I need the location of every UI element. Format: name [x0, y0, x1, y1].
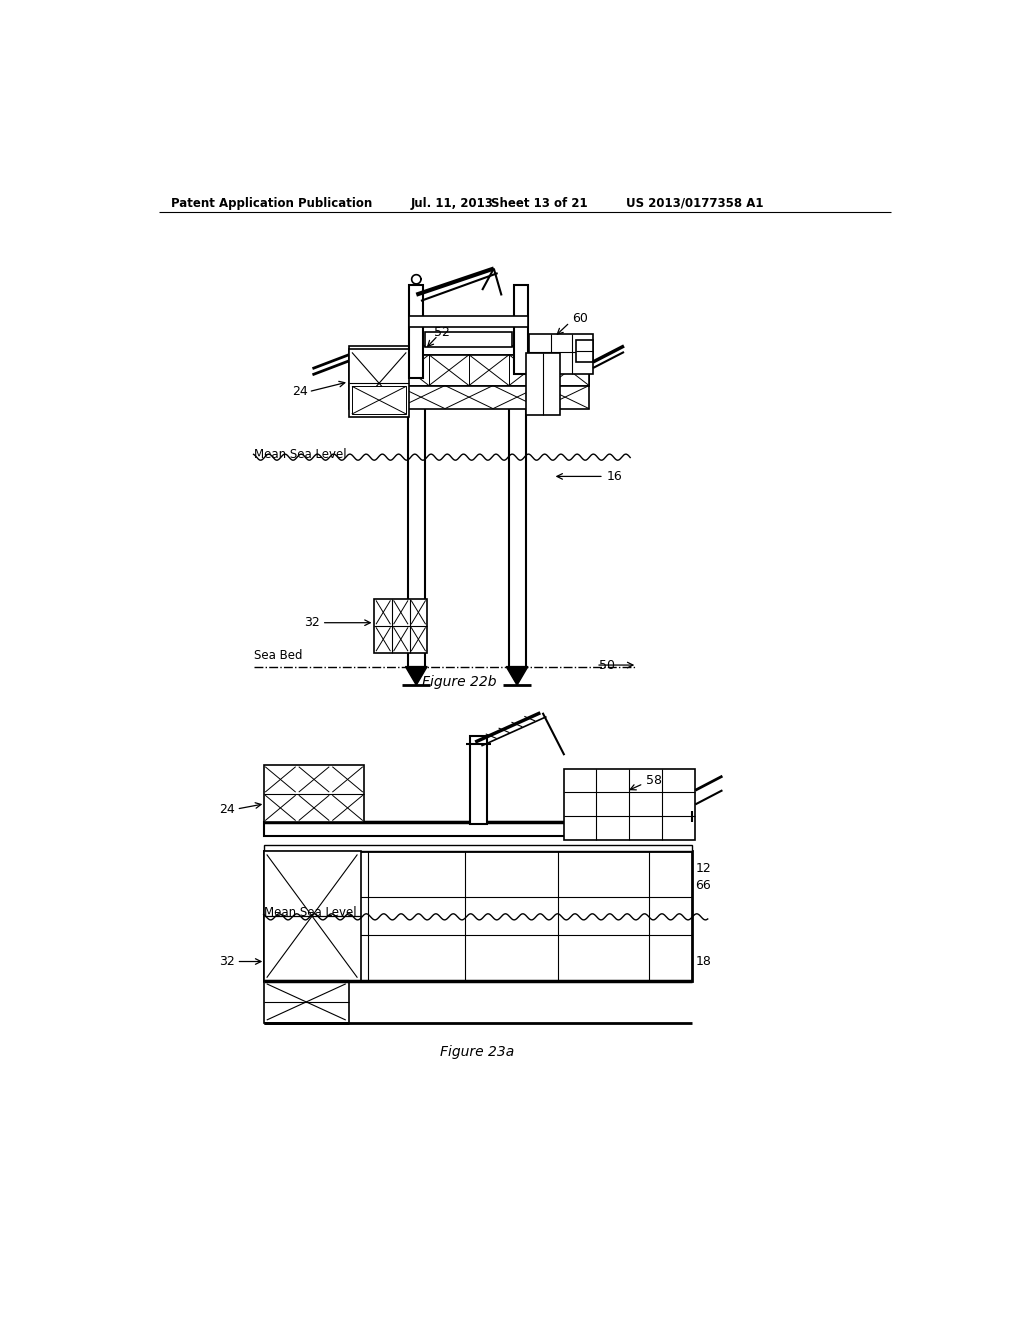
Bar — [425, 331, 512, 347]
Text: Figure 23a: Figure 23a — [439, 1044, 514, 1059]
Bar — [529, 334, 593, 374]
Bar — [263, 981, 349, 1023]
Bar — [575, 341, 593, 362]
Bar — [563, 770, 695, 840]
Text: Jul. 11, 2013: Jul. 11, 2013 — [411, 197, 494, 210]
Text: Figure 22b: Figure 22b — [422, 675, 497, 689]
Text: 24: 24 — [292, 385, 308, 399]
Text: 24: 24 — [219, 803, 236, 816]
Text: 60: 60 — [572, 312, 588, 325]
Bar — [352, 387, 407, 414]
Bar — [525, 354, 560, 414]
Text: Mean Sea Level: Mean Sea Level — [263, 906, 356, 919]
Bar — [470, 737, 486, 825]
Text: 58: 58 — [646, 774, 662, 787]
Text: 66: 66 — [695, 879, 711, 892]
Text: Sheet 13 of 21: Sheet 13 of 21 — [490, 197, 588, 210]
Bar — [410, 317, 528, 327]
Bar — [349, 350, 410, 417]
Text: 12: 12 — [695, 862, 711, 875]
Bar — [263, 851, 360, 981]
Text: 50: 50 — [599, 659, 615, 672]
Bar — [349, 355, 589, 385]
Bar — [375, 599, 427, 653]
Bar — [410, 285, 423, 378]
Text: 52: 52 — [434, 326, 450, 339]
Bar — [514, 285, 528, 374]
Polygon shape — [506, 667, 528, 685]
Text: 32: 32 — [304, 616, 319, 630]
Polygon shape — [406, 667, 427, 685]
Text: 16: 16 — [607, 470, 623, 483]
Text: 18: 18 — [695, 954, 712, 968]
Text: 32: 32 — [219, 954, 236, 968]
Bar — [349, 385, 589, 409]
Text: Sea Bed: Sea Bed — [254, 649, 302, 663]
Bar — [263, 851, 692, 981]
Bar — [408, 372, 425, 667]
Bar — [349, 346, 589, 355]
Bar — [509, 372, 525, 667]
Text: Mean Sea Level: Mean Sea Level — [254, 449, 346, 462]
Bar — [263, 822, 692, 836]
Bar — [263, 845, 692, 851]
Bar — [263, 766, 365, 822]
Text: US 2013/0177358 A1: US 2013/0177358 A1 — [627, 197, 764, 210]
Text: Patent Application Publication: Patent Application Publication — [171, 197, 372, 210]
